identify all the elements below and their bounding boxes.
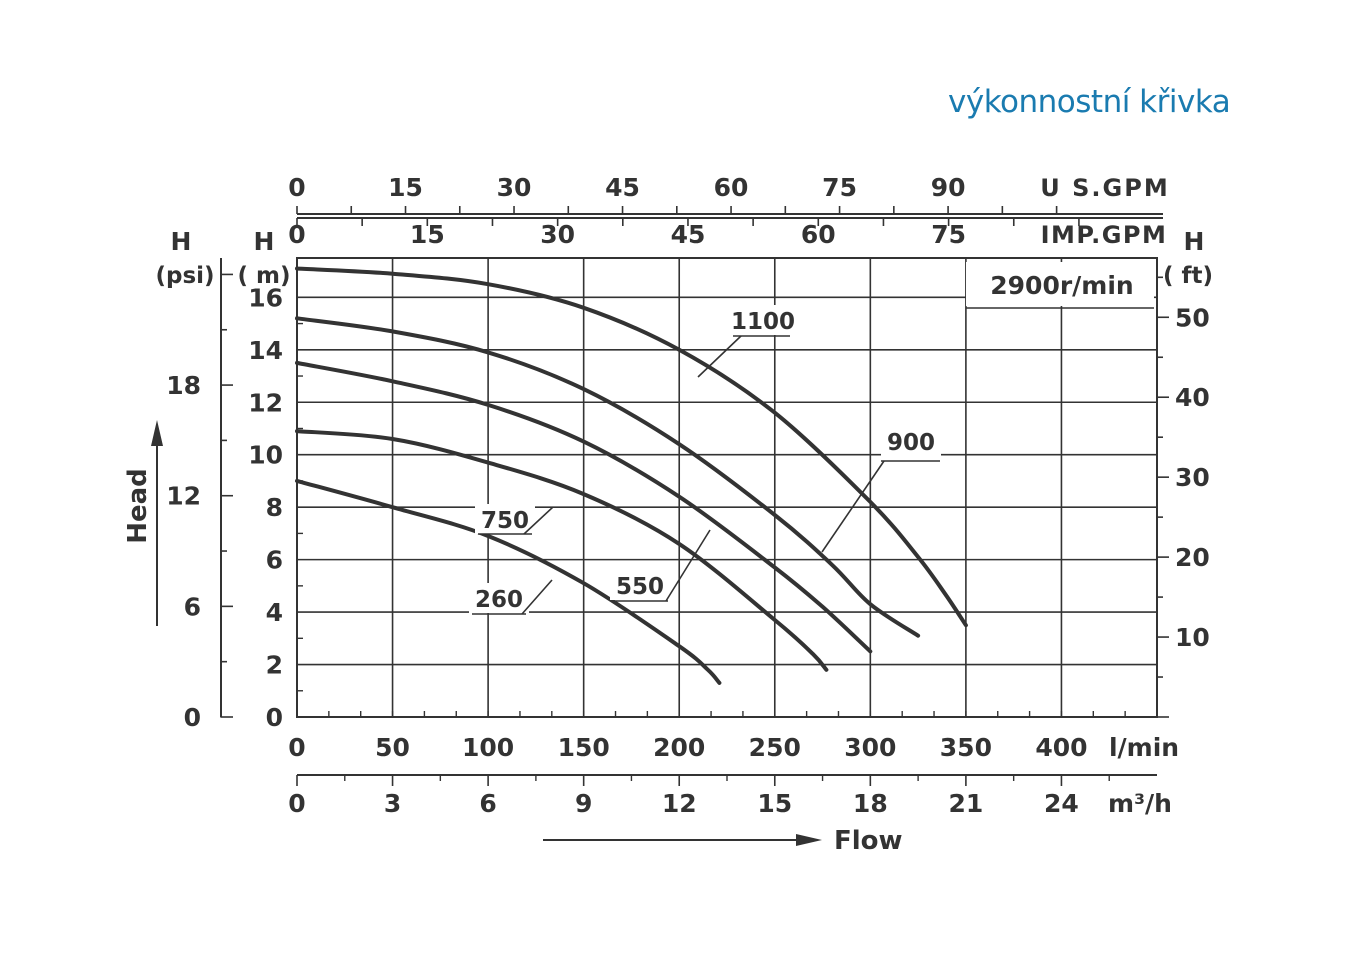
x-tick-label-usgpm: 60	[714, 173, 749, 202]
x-tick-label-m3h: 21	[948, 789, 983, 818]
x-tick-label-m3h: 3	[384, 789, 401, 818]
x-unit-impgpm: IMP.GPM	[1041, 221, 1168, 249]
curve-900	[295, 316, 921, 638]
x-tick-label-impgpm: 15	[410, 220, 445, 249]
y-tick-label-m: 8	[266, 493, 283, 522]
x-tick-label-m3h: 12	[662, 789, 697, 818]
curve-label-260: 260	[475, 587, 523, 613]
curve-label-leader	[821, 460, 885, 553]
curve-label-bg	[881, 426, 941, 456]
y-tick-label-ft: 50	[1175, 303, 1210, 332]
y-tick-label-psi: 0	[184, 703, 201, 732]
y-tick-label-m: 2	[266, 651, 283, 680]
x-unit-m3h: m³/h	[1108, 789, 1172, 818]
x-tick-label-lmin: 400	[1035, 733, 1087, 762]
plot-frame	[296, 257, 1158, 718]
chart-title: výkonnostní křivka	[948, 84, 1231, 120]
x-tick-label-lmin: 50	[375, 733, 410, 762]
speed-label: 2900r/min	[990, 271, 1133, 300]
y-tick-label-ft: 20	[1175, 543, 1210, 572]
y-tick-label-m: 0	[266, 703, 283, 732]
curve-1100	[295, 266, 968, 628]
x-tick-label-usgpm: 90	[931, 173, 966, 202]
y-tick-label-ft: 40	[1175, 383, 1210, 412]
x-tick-label-m3h: 6	[479, 789, 496, 818]
x-tick-label-impgpm: 45	[671, 220, 706, 249]
y-tick-label-psi: 12	[166, 482, 201, 511]
y-unit-h-ft: H	[1184, 227, 1205, 256]
y-tick-label-psi: 6	[184, 592, 201, 621]
y-tick-label-m: 16	[248, 283, 283, 312]
curve-550	[295, 429, 829, 672]
curve-label-leader	[521, 579, 553, 615]
curve-label-bg	[733, 305, 793, 335]
x-tick-label-usgpm: 45	[605, 173, 640, 202]
flow-arrow-head	[796, 834, 822, 846]
curve-label-1100: 1100	[731, 309, 795, 335]
x-tick-label-lmin: 350	[940, 733, 992, 762]
y-unit-psi: (psi)	[155, 263, 214, 289]
y-tick-label-m: 10	[248, 441, 283, 470]
x-unit-lmin: l/min	[1109, 733, 1179, 762]
head-axis-label: Head	[123, 468, 153, 544]
curve-260	[295, 478, 722, 685]
curve-label-leader	[665, 529, 711, 602]
speed-label-box	[966, 262, 1154, 306]
x-tick-label-lmin: 200	[653, 733, 705, 762]
y-unit-ft: ( ft)	[1163, 263, 1213, 289]
x-tick-label-lmin: 150	[558, 733, 610, 762]
curve-label-550: 550	[616, 574, 664, 600]
x-tick-label-m3h: 24	[1044, 789, 1079, 818]
x-tick-label-lmin: 250	[749, 733, 801, 762]
curve-label-900: 900	[887, 430, 935, 456]
y-unit-m: ( m)	[238, 263, 291, 289]
y-tick-label-m: 6	[266, 546, 283, 575]
curve-label-leader	[697, 335, 742, 378]
curve-label-bg	[475, 504, 535, 534]
curve-label-750: 750	[481, 508, 529, 534]
y-unit-h-m: H	[254, 227, 275, 256]
x-tick-label-impgpm: 75	[931, 220, 966, 249]
x-tick-label-lmin: 0	[288, 733, 305, 762]
x-tick-label-impgpm: 60	[801, 220, 836, 249]
flow-axis-label: Flow	[834, 826, 903, 856]
curve-label-bg	[610, 570, 670, 600]
x-tick-label-lmin: 300	[844, 733, 896, 762]
y-tick-label-m: 12	[248, 388, 283, 417]
x-tick-label-impgpm: 0	[288, 220, 305, 249]
y-tick-label-ft: 30	[1175, 463, 1210, 492]
x-tick-label-usgpm: 30	[497, 173, 532, 202]
curve-label-leader	[523, 506, 554, 535]
x-tick-label-usgpm: 15	[388, 173, 423, 202]
x-unit-usgpm: U S.GPM	[1040, 174, 1169, 202]
y-unit-h-psi: H	[171, 227, 192, 256]
y-tick-label-m: 4	[266, 598, 283, 627]
x-tick-label-lmin: 100	[462, 733, 514, 762]
y-tick-label-psi: 18	[166, 371, 201, 400]
x-tick-label-m3h: 18	[853, 789, 888, 818]
x-tick-label-usgpm: 0	[288, 173, 305, 202]
x-tick-label-impgpm: 30	[540, 220, 575, 249]
head-arrow-head	[151, 420, 163, 446]
x-tick-label-usgpm: 75	[822, 173, 857, 202]
y-tick-label-ft: 10	[1175, 623, 1210, 652]
x-tick-label-m3h: 9	[575, 789, 592, 818]
curve-750	[295, 360, 873, 654]
y-tick-label-m: 14	[248, 336, 283, 365]
x-tick-label-m3h: 15	[757, 789, 792, 818]
curve-label-bg	[469, 583, 529, 613]
x-tick-label-m3h: 0	[288, 789, 305, 818]
